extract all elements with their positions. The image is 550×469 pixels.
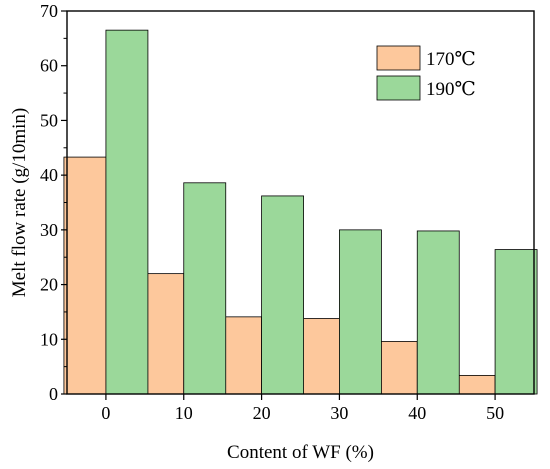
y-tick-label: 0	[49, 384, 58, 404]
legend-label-2: 190℃	[426, 79, 476, 100]
y-tick-label: 40	[40, 165, 58, 185]
bar-series-2-cat-30	[339, 229, 382, 395]
x-tick-label: 30	[330, 403, 348, 423]
x-tick-label: 0	[101, 403, 110, 423]
y-tick-label: 70	[40, 1, 58, 21]
x-tick-label: 10	[175, 403, 193, 423]
bar-series-1-cat-10	[141, 273, 185, 395]
bar-series-2-cat-0	[105, 29, 149, 395]
y-tick-label: 60	[40, 56, 58, 76]
bar-series-2-cat-20	[261, 195, 304, 395]
x-tick-label: 40	[408, 403, 426, 423]
legend-label-1: 170℃	[426, 49, 476, 70]
y-tick-label: 20	[40, 275, 58, 295]
x-tick-label: 50	[486, 403, 504, 423]
legend-swatch-2	[376, 75, 421, 101]
x-tick-label: 20	[253, 403, 271, 423]
x-axis-title: Content of WF (%)	[227, 442, 374, 463]
bar-series-1-cat-30	[297, 318, 340, 395]
bar-series-1-cat-20	[219, 316, 262, 395]
bar-series-2-cat-10	[183, 182, 227, 395]
y-tick-label: 30	[40, 220, 58, 240]
y-axis: 0 10 20 30 40 50 60 70	[40, 1, 67, 404]
bar-series-1-cat-0	[63, 156, 107, 395]
y-tick-label: 10	[40, 329, 58, 349]
legend-swatch-1	[376, 45, 421, 71]
y-tick-label: 50	[40, 110, 58, 130]
bar-series-2-cat-50	[494, 249, 538, 395]
y-axis-title: Melt flow rate (g/10min)	[9, 108, 30, 297]
bars-layer	[63, 29, 538, 395]
x-axis: 0 10 20 30 40 50	[101, 394, 504, 423]
bar-series-2-cat-40	[416, 230, 460, 395]
legend: 170℃ 190℃	[376, 45, 476, 101]
